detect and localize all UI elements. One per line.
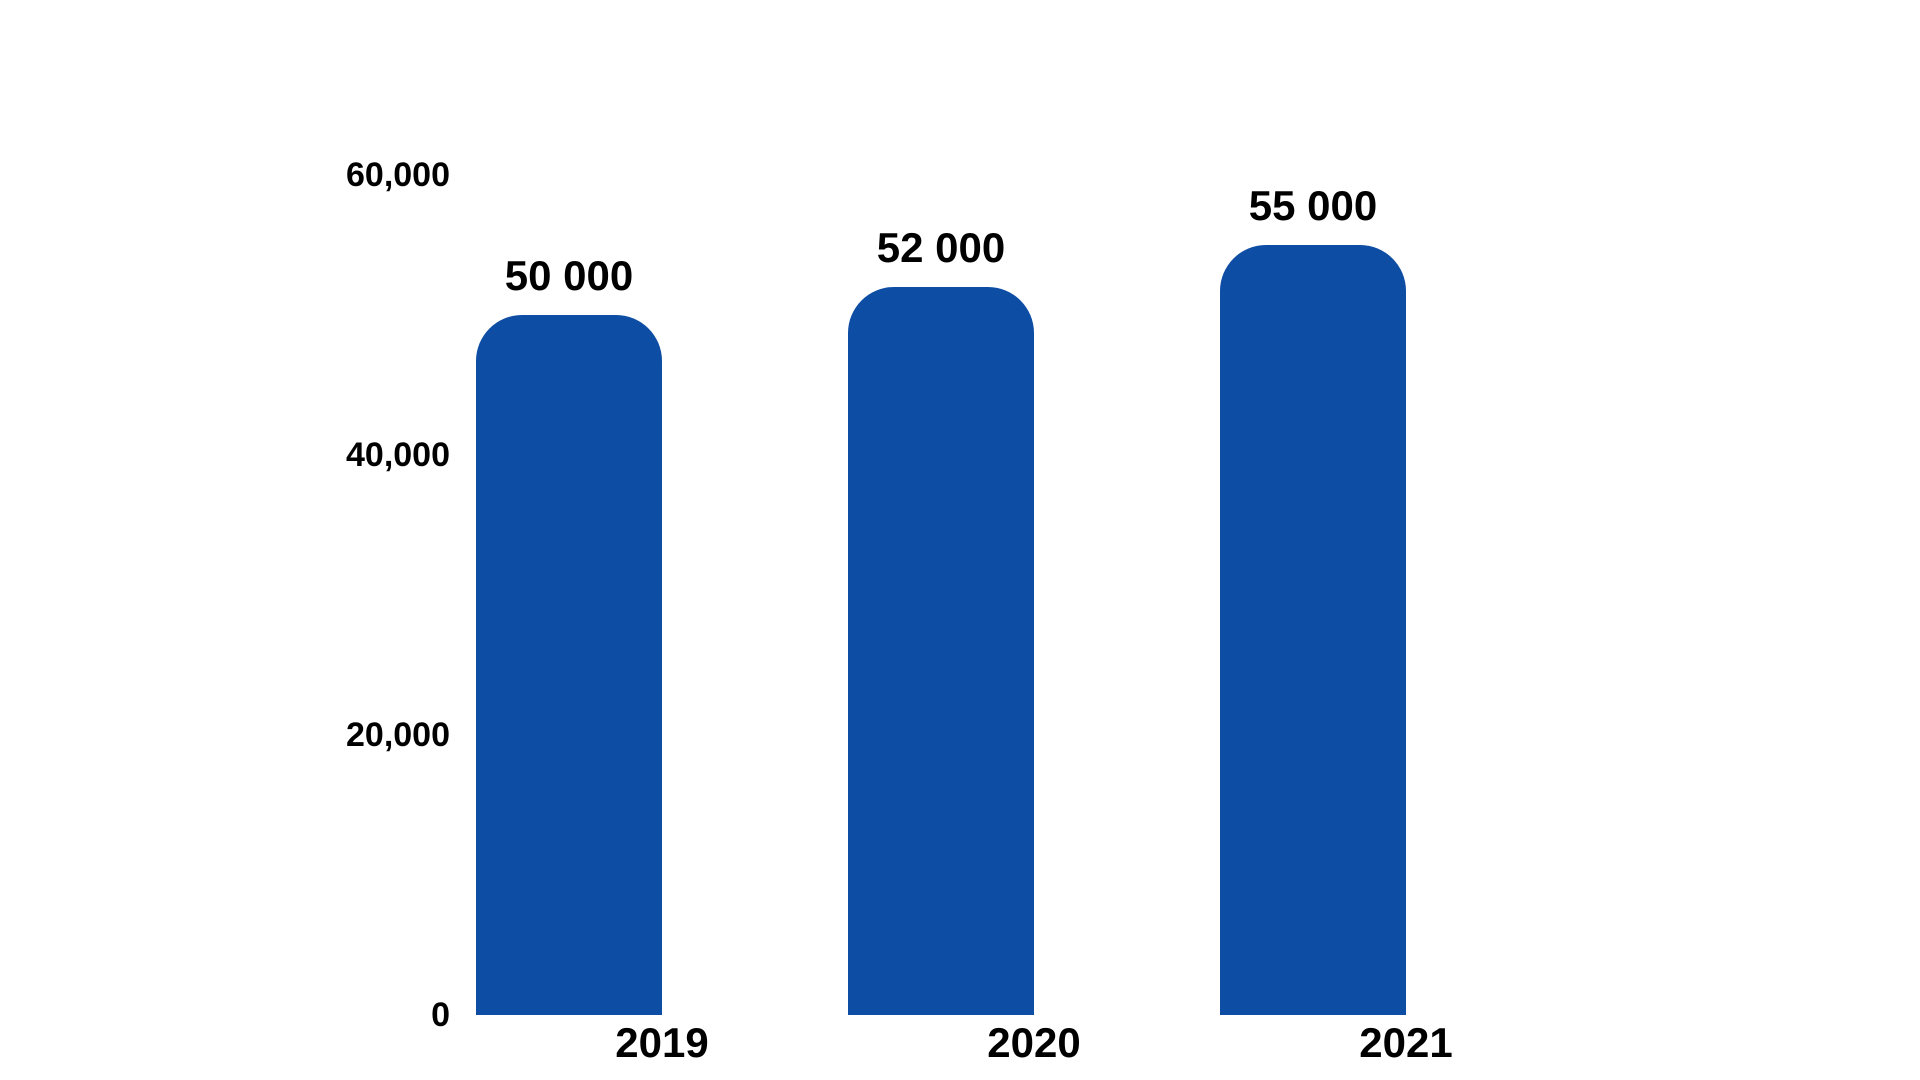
y-axis-tick-60000: 60,000: [346, 156, 450, 194]
y-axis-tick-0: 0: [431, 996, 450, 1034]
bar-2021[interactable]: [1220, 245, 1406, 1015]
x-axis-label-2020: 2020: [987, 1019, 1081, 1066]
x-axis-label-2021: 2021: [1359, 1019, 1453, 1066]
bar-value-label-2019: 50 000: [504, 252, 634, 299]
x-axis-label-2019: 2019: [615, 1019, 709, 1066]
y-axis-tick-20000: 20,000: [346, 716, 450, 754]
bar-2020[interactable]: [848, 287, 1034, 1015]
bar-2019[interactable]: [476, 315, 662, 1015]
y-axis-tick-40000: 40,000: [346, 436, 450, 474]
bar-value-label-2021: 55 000: [1248, 182, 1378, 229]
bar-value-label-2020: 52 000: [876, 224, 1006, 271]
